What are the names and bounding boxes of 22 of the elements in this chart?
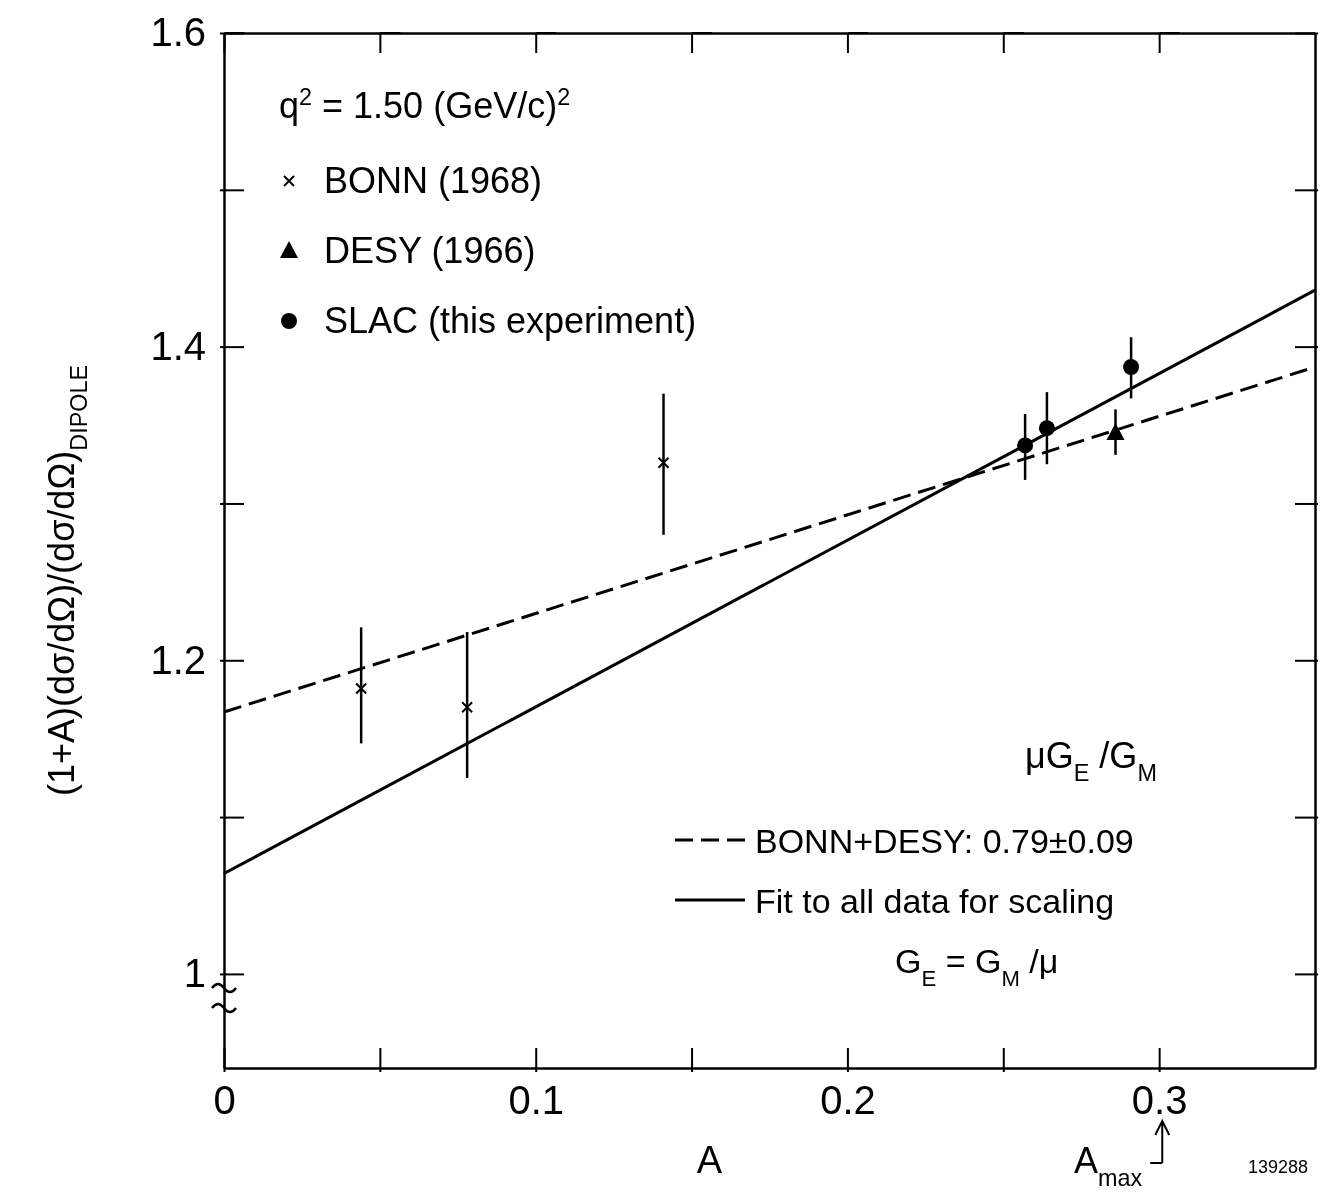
legend-title: μG$_{E}$ /G$_{M}$ [1025,735,1157,786]
x-tick-label: 0.1 [508,1078,565,1123]
legend-label: DESY (1966) [324,230,536,271]
point [1123,359,1140,376]
y-tick-label: 1.6 [150,10,206,55]
point [355,682,368,695]
y-tick-label: 1 [183,951,206,996]
x-tick-label: 0 [213,1078,236,1123]
legend-label: Fit to all data for scaling G$_{E}$ = G$_{M}$ /μ [755,882,1115,991]
legend-label: BONN+DESY: 0.79±0.09 [755,822,1134,860]
x-tick-label: 0.2 [820,1078,876,1123]
text: A$_{max}$ [1074,1140,1143,1191]
legend-label: SLAC (this experiment) [324,300,697,341]
point [461,701,474,714]
y-tick-label: 1.4 [150,323,206,368]
y-tick-label: 1.2 [150,637,206,682]
x-axis-title: A [696,1139,723,1181]
annotation: q$^{2}$ = 1.50 (GeV/c)$^{2}$ [279,84,571,126]
x-tick-label: 0.3 [1131,1078,1188,1123]
point [657,456,670,469]
legend-label: BONN (1968) [324,160,543,201]
text: 139288 [1247,1157,1308,1177]
